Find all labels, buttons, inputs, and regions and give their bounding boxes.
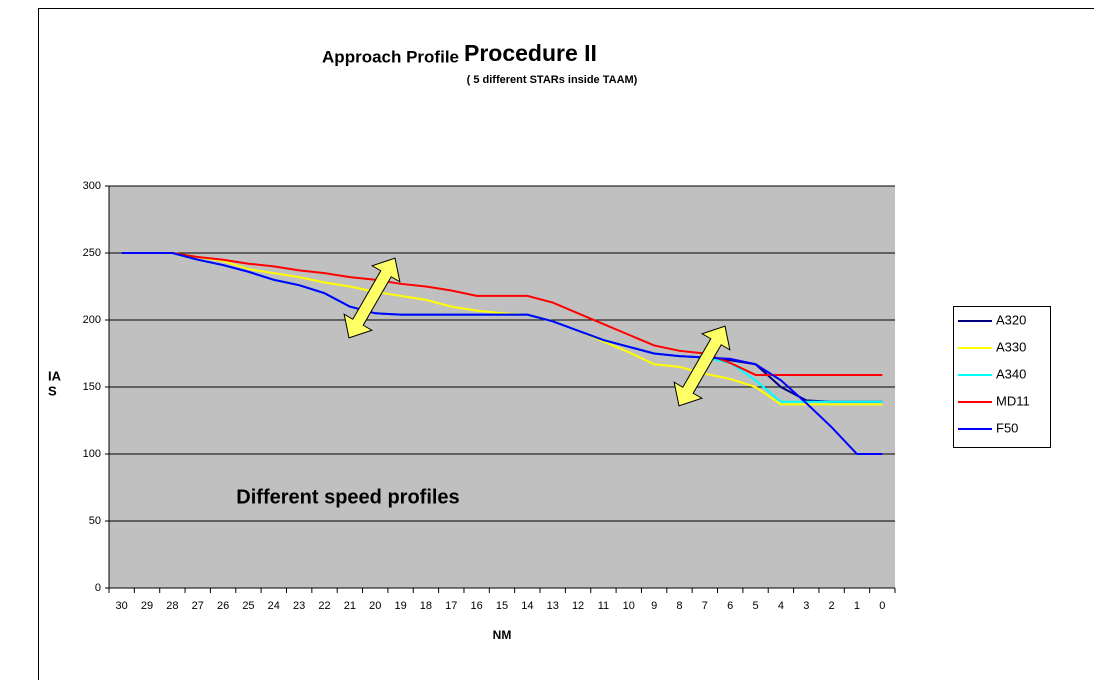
x-tick-label: 21: [344, 600, 356, 612]
subtitle: ( 5 different STARs inside TAAM): [467, 74, 638, 86]
legend-label: A330: [996, 339, 1026, 354]
x-tick-label: 24: [268, 600, 280, 612]
legend-label: F50: [996, 420, 1018, 435]
legend-label: MD11: [996, 393, 1030, 408]
x-tick-label: 30: [116, 600, 128, 612]
x-tick-label: 7: [702, 600, 708, 612]
legend-label: A320: [996, 312, 1026, 327]
x-tick-label: 2: [829, 600, 835, 612]
x-tick-label: 14: [521, 600, 533, 612]
x-tick-label: 9: [651, 600, 657, 612]
x-tick-label: 29: [141, 600, 153, 612]
x-tick-label: 28: [166, 600, 178, 612]
x-tick-label: 1: [854, 600, 860, 612]
chart-title-emphasis: Procedure II: [464, 40, 597, 66]
x-tick-label: 27: [192, 600, 204, 612]
x-tick-label: 26: [217, 600, 229, 612]
x-tick-label: 13: [547, 600, 559, 612]
y-tick-label: 250: [83, 247, 101, 259]
y-axis-label: IA: [48, 368, 62, 383]
x-tick-label: 22: [318, 600, 330, 612]
y-tick-label: 300: [83, 180, 101, 192]
x-tick-label: 16: [471, 600, 483, 612]
x-tick-label: 17: [445, 600, 457, 612]
x-tick-label: 20: [369, 600, 381, 612]
x-tick-label: 23: [293, 600, 305, 612]
y-tick-label: 50: [89, 515, 101, 527]
y-tick-label: 0: [95, 582, 101, 594]
chart-title: Approach Profile: [322, 47, 459, 66]
x-tick-label: 19: [394, 600, 406, 612]
x-tick-label: 5: [752, 600, 758, 612]
legend-label: A340: [996, 366, 1026, 381]
x-tick-label: 11: [598, 600, 609, 612]
x-axis-label: NM: [493, 628, 512, 642]
x-tick-label: 12: [572, 600, 584, 612]
x-tick-label: 15: [496, 600, 508, 612]
x-tick-label: 3: [803, 600, 809, 612]
x-tick-label: 6: [727, 600, 733, 612]
x-tick-label: 4: [778, 600, 784, 612]
x-tick-label: 8: [676, 600, 682, 612]
annotation: Different speed profiles: [236, 486, 459, 508]
x-tick-label: 0: [879, 600, 885, 612]
y-tick-label: 150: [83, 381, 101, 393]
y-tick-label: 200: [83, 314, 101, 326]
x-tick-label: 10: [623, 600, 635, 612]
y-tick-label: 100: [83, 448, 101, 460]
x-tick-label: 18: [420, 600, 432, 612]
y-axis-label: S: [48, 383, 57, 398]
x-tick-label: 25: [242, 600, 254, 612]
